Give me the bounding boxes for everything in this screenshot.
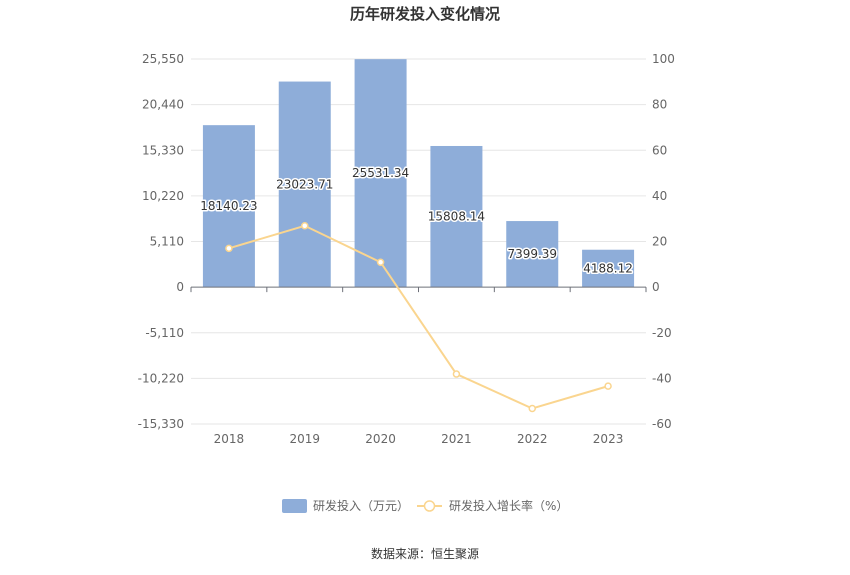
growth-point[interactable] <box>376 258 385 267</box>
bar[interactable] <box>202 125 255 288</box>
y-right-tick-label: 0 <box>652 280 660 294</box>
bar-value-label: 4188.12 <box>583 261 633 275</box>
y-left-tick-label: 25,550 <box>142 52 184 66</box>
y-right-tick-label: 20 <box>652 235 667 249</box>
bar[interactable] <box>278 81 331 288</box>
y-left-tick-label: 10,220 <box>142 189 184 203</box>
bar-value-label: 18140.23 <box>200 199 257 213</box>
source-note: 数据来源：恒生聚源 <box>371 546 479 561</box>
x-tick-label: 2022 <box>517 432 548 446</box>
x-axis-labels: 2018 2019 2020 2021 2022 2023 <box>214 432 624 446</box>
y-right-tick-label: 80 <box>652 98 667 112</box>
y-right-tick-label: -60 <box>652 417 672 431</box>
legend-line-label: 研发投入增长率（%） <box>449 498 568 513</box>
legend-line-marker <box>423 500 436 512</box>
line-series <box>225 222 612 413</box>
y-right-tick-label: 100 <box>652 52 675 66</box>
y-right-tick-label: 60 <box>652 143 667 157</box>
y-left-tick-label: 20,440 <box>142 98 184 112</box>
x-tick-label: 2021 <box>441 432 472 446</box>
bar-value-label: 7399.39 <box>507 247 557 261</box>
growth-line <box>228 224 609 410</box>
y-right-tick-label: -20 <box>652 326 672 340</box>
legend-item-line[interactable]: 研发投入增长率（%） <box>417 498 568 513</box>
legend-bar-label: 研发投入（万元） <box>313 498 409 513</box>
y-axis-right: 100 80 60 40 20 0 -20 -40 -60 <box>652 52 675 431</box>
y-axis-left: 25,550 20,440 15,330 10,220 5,110 0 -5,110 -10,… <box>138 52 184 431</box>
bar[interactable] <box>430 145 483 288</box>
y-right-tick-label: -40 <box>652 371 672 385</box>
growth-point[interactable] <box>225 244 233 253</box>
y-left-tick-label: 0 <box>176 280 184 294</box>
bar-value-label: 15808.14 <box>428 210 485 224</box>
growth-point[interactable] <box>604 382 612 390</box>
y-left-tick-label: -10,220 <box>138 371 184 385</box>
bar[interactable] <box>582 249 635 288</box>
bar-value-label: 23023.71 <box>276 177 333 191</box>
bar[interactable] <box>506 221 559 288</box>
legend-bar-swatch <box>282 499 307 513</box>
growth-point[interactable] <box>301 222 309 230</box>
bar[interactable] <box>354 59 407 288</box>
x-tick-label: 2020 <box>365 432 396 446</box>
y-left-tick-label: 5,110 <box>150 235 184 249</box>
legend-item-bar[interactable]: 研发投入（万元） <box>282 498 409 513</box>
growth-point[interactable] <box>528 404 536 413</box>
y-left-tick-label: -5,110 <box>145 326 184 340</box>
bar-series <box>202 59 635 288</box>
legend[interactable]: 研发投入（万元） 研发投入增长率（%） <box>282 498 568 513</box>
y-right-tick-label: 40 <box>652 189 667 203</box>
y-left-tick-label: -15,330 <box>138 417 184 431</box>
chart-title: 历年研发投入变化情况 <box>350 5 500 23</box>
bar-value-label: 25531.34 <box>352 166 409 180</box>
growth-point[interactable] <box>452 370 461 378</box>
grid-lines <box>191 58 646 425</box>
x-tick-label: 2019 <box>289 432 320 446</box>
bar-labels: 18140.23 23023.71 25531.34 15808.14 7399.39 4… <box>199 165 635 277</box>
x-axis <box>190 286 647 293</box>
y-left-tick-label: 15,330 <box>142 143 184 157</box>
x-tick-label: 2018 <box>214 432 245 446</box>
x-tick-label: 2023 <box>593 432 624 446</box>
